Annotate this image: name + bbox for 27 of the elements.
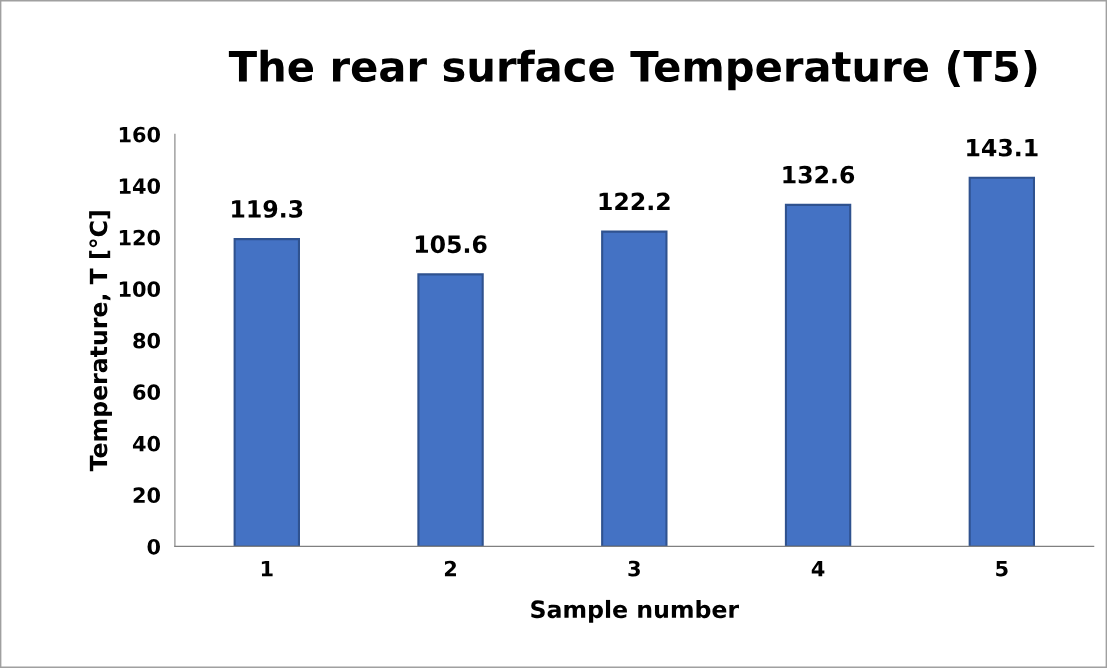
x-tick-label: 1: [261, 560, 273, 577]
x-tick-label: 5: [996, 560, 1008, 577]
chart-title: The rear surface Temperature (T5): [228, 49, 1037, 91]
y-tick-label: 0: [147, 538, 161, 555]
x-tick-label: 4: [811, 560, 825, 577]
bar: [968, 176, 1036, 547]
bar: [233, 238, 300, 547]
bar: [784, 203, 852, 547]
data-label: 122.2: [599, 192, 670, 211]
y-tick-label: 160: [119, 126, 161, 143]
y-tick-label: 100: [119, 281, 161, 298]
data-label: 143.1: [967, 138, 1038, 157]
y-tick-label: 80: [133, 332, 161, 349]
y-tick-label: 140: [119, 178, 161, 194]
data-label: 132.6: [783, 165, 855, 184]
x-axis-title: Sample number: [531, 599, 740, 623]
x-tick-label: 2: [444, 560, 456, 577]
y-axis-title: Temperature, T [°C]: [89, 211, 112, 472]
y-tick-label: 40: [132, 435, 161, 452]
data-label: 105.6: [415, 235, 487, 254]
x-tick-label: 3: [628, 560, 640, 577]
y-tick-label: 60: [133, 384, 161, 401]
y-tick-label: 20: [133, 487, 161, 504]
bar: [601, 230, 668, 547]
bar: [417, 273, 484, 547]
data-label: 119.3: [232, 200, 303, 218]
y-tick-label: 120: [119, 229, 161, 246]
